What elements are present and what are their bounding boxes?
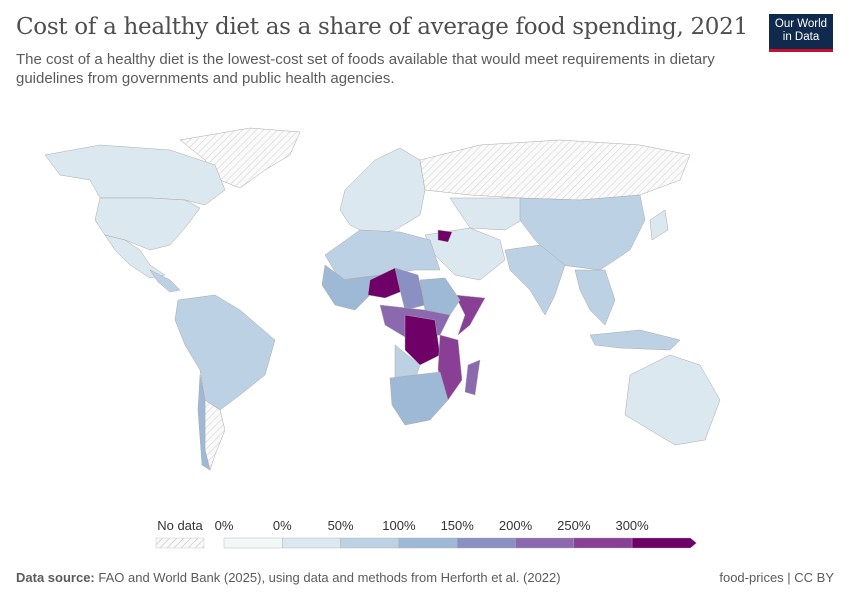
- legend-tick-label: 50%: [327, 518, 354, 533]
- region-south-america-north[interactable]: [174, 294, 276, 411]
- region-japan[interactable]: [649, 209, 669, 241]
- region-north-africa[interactable]: [324, 229, 441, 281]
- region-southern-africa[interactable]: [389, 371, 449, 426]
- legend-no-data-label: No data: [157, 518, 203, 533]
- legend-no-data-swatch[interactable]: [155, 537, 205, 549]
- legend-tick-label: 250%: [557, 518, 591, 533]
- region-europe[interactable]: [339, 147, 426, 236]
- legend-tick-label: 200%: [498, 518, 533, 533]
- source-text[interactable]: FAO and World Bank (2025), using data an…: [98, 570, 561, 585]
- region-horn-of-africa[interactable]: [454, 294, 486, 336]
- legend-tick-label: 0%: [214, 518, 234, 533]
- region-argentina[interactable]: [204, 399, 226, 471]
- owid-logo[interactable]: Our World in Data: [769, 14, 833, 52]
- legend-bin[interactable]: [340, 537, 400, 549]
- footer-right[interactable]: food-prices | CC BY: [719, 570, 834, 585]
- region-syria[interactable]: [437, 229, 453, 243]
- region-mexico[interactable]: [104, 234, 166, 279]
- region-chile[interactable]: [197, 374, 211, 471]
- legend-bin[interactable]: [573, 537, 633, 549]
- chart-title: Cost of a healthy diet as a share of ave…: [16, 14, 748, 40]
- legend-bin[interactable]: [515, 537, 574, 549]
- region-southeast-asia[interactable]: [574, 269, 616, 326]
- legend-bin[interactable]: [223, 537, 283, 549]
- legend-tick-label: 300%: [615, 518, 649, 533]
- region-niger[interactable]: [367, 267, 406, 299]
- footer-source: Data source: FAO and World Bank (2025), …: [16, 570, 561, 585]
- chart-subtitle: The cost of a healthy diet is the lowest…: [16, 51, 715, 87]
- region-middle-east[interactable]: [424, 227, 506, 281]
- region-russia[interactable]: [419, 139, 691, 201]
- legend-scale: [155, 537, 697, 549]
- region-west-africa[interactable]: [321, 264, 381, 311]
- logo-line-1: Our World: [774, 18, 828, 30]
- legend-bin[interactable]: [631, 537, 697, 549]
- legend-bin[interactable]: [282, 537, 341, 549]
- region-madagascar[interactable]: [464, 359, 481, 396]
- region-usa[interactable]: [94, 197, 201, 251]
- source-label: Data source:: [16, 570, 95, 585]
- region-east-africa[interactable]: [419, 277, 461, 316]
- region-central-america[interactable]: [149, 269, 181, 293]
- legend-tick-label: 100%: [382, 518, 416, 533]
- legend-bin[interactable]: [457, 537, 516, 549]
- region-australia[interactable]: [624, 354, 721, 446]
- region-central-asia[interactable]: [449, 197, 531, 231]
- region-dr-congo[interactable]: [404, 314, 441, 366]
- logo-line-2: in Data: [782, 31, 820, 43]
- region-indonesia[interactable]: [589, 329, 681, 351]
- region-tanzania-mozambique[interactable]: [437, 334, 463, 401]
- legend-tick-label: 0%: [272, 518, 292, 533]
- legend-bin[interactable]: [398, 537, 458, 549]
- legend-tick-label: 150%: [440, 518, 474, 533]
- region-india[interactable]: [504, 244, 566, 316]
- region-china[interactable]: [519, 194, 646, 271]
- region-canada[interactable]: [44, 144, 226, 206]
- region-sahel[interactable]: [394, 267, 426, 311]
- world-map[interactable]: [0, 110, 850, 510]
